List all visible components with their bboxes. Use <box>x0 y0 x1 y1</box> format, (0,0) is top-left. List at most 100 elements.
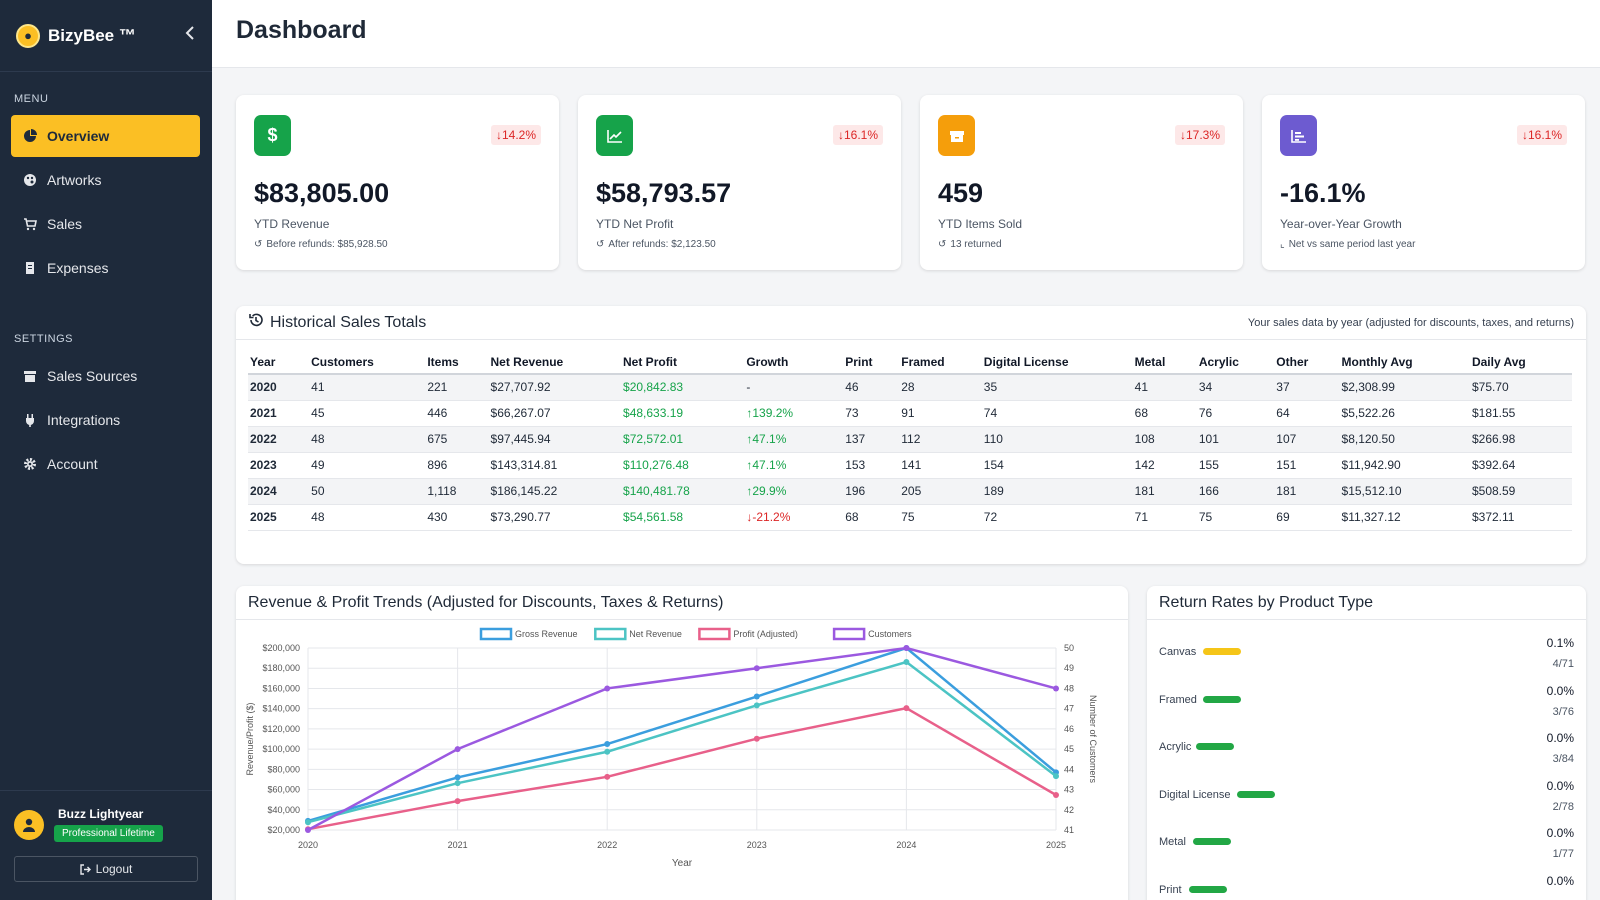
table-cell-print: 73 <box>843 400 900 427</box>
x-tick-label: 2023 <box>747 840 767 850</box>
y2-tick-label: 45 <box>1064 744 1074 754</box>
table-cell-monthly: $15,512.10 <box>1339 478 1470 505</box>
return-rate-bar <box>1203 695 1241 703</box>
data-point <box>454 780 461 787</box>
panel-title: Return Rates by Product Type <box>1159 593 1374 611</box>
y-tick-label: $40,000 <box>267 805 300 815</box>
panel-title: Historical Sales Totals <box>248 312 426 333</box>
data-point <box>305 819 311 826</box>
sidebar-item-artworks[interactable]: Artworks <box>11 159 200 201</box>
data-point <box>753 693 760 700</box>
table-cell-growth: ↑139.2% <box>744 400 844 427</box>
table-cell-other: 37 <box>1274 374 1340 401</box>
y2-tick-label: 46 <box>1064 724 1074 734</box>
sidebar-item-label: Account <box>47 456 98 472</box>
series-line-gross-revenue <box>307 646 1057 823</box>
kpi-card-yoy-growth: ↓16.1% -16.1% Year-over-Year Growth ⌞ Net… <box>1262 95 1585 270</box>
sidebar-item-sales-sources[interactable]: Sales Sources <box>11 355 200 397</box>
sidebar-item-account[interactable]: Account <box>11 443 200 485</box>
y2-axis-title: Number of Customers <box>1088 695 1098 784</box>
x-tick-label: 2020 <box>298 840 318 850</box>
return-rate-fraction: 2/78 <box>1552 800 1574 813</box>
logout-icon <box>79 863 91 875</box>
historical-sales-panel: Historical Sales Totals Your sales data … <box>236 306 1586 564</box>
data-point <box>903 705 910 712</box>
table-row: 2022 48 675 $97,445.94 $72,572.01 ↑47.1% 137 11… <box>248 426 1572 453</box>
plug-icon <box>23 413 37 427</box>
table-cell-net-revenue: $97,445.94 <box>488 426 622 453</box>
kpi-label: YTD Revenue <box>254 217 330 231</box>
table-cell-growth: ↑47.1% <box>744 426 844 453</box>
trend-badge: ↓16.1% <box>1516 125 1567 145</box>
kpi-label: YTD Items Sold <box>938 217 1023 231</box>
column-header: Year <box>248 350 310 375</box>
return-rate-percent: 0.1% <box>1546 636 1574 650</box>
sidebar-item-integrations[interactable]: Integrations <box>11 399 200 441</box>
return-rate-row: Metal 0.0% 1/77 <box>1159 818 1574 866</box>
sidebar-item-overview[interactable]: Overview <box>11 115 200 157</box>
table-cell-digital: 35 <box>981 374 1133 401</box>
table-cell-year: 2023 <box>248 452 310 479</box>
data-point <box>604 773 611 780</box>
trend-line-chart: $200,000 50 $180,000 49 $160,000 48 $140,000 47… <box>245 627 1098 869</box>
table-cell-print: 196 <box>843 478 900 505</box>
y-axis-title: Revenue/Profit ($) <box>245 702 255 775</box>
table-cell-monthly: $2,308.99 <box>1339 374 1470 401</box>
legend-label: Customers <box>868 629 912 639</box>
sidebar-item-sales[interactable]: Sales <box>11 203 200 245</box>
settings-section-label: SETTINGS <box>14 333 74 345</box>
sidebar-item-label: Integrations <box>47 412 121 428</box>
data-point <box>1053 773 1059 780</box>
arrow-up-icon: ↑ <box>746 484 753 498</box>
table-cell-net-profit: $140,481.78 <box>621 478 745 505</box>
table-cell-metal: 71 <box>1132 504 1197 531</box>
legend-label: Profit (Adjusted) <box>733 629 798 639</box>
column-header: Customers <box>309 350 426 375</box>
table-cell-other: 64 <box>1274 400 1340 427</box>
logout-button[interactable]: Logout <box>14 856 198 882</box>
y-tick-label: $140,000 <box>262 704 300 714</box>
column-header: Print <box>843 350 900 375</box>
y2-tick-label: 41 <box>1064 825 1074 835</box>
return-rate-percent: 0.0% <box>1546 683 1574 698</box>
table-cell-print: 46 <box>843 374 900 401</box>
arrow-up-icon: ↑ <box>746 406 753 420</box>
return-rate-row: Framed 0.0% 3/76 <box>1159 676 1574 724</box>
column-header: Digital License <box>981 350 1133 375</box>
data-point <box>604 741 611 748</box>
kpi-card-revenue: $ ↓14.2% $83,805.00 YTD Revenue ↺ Before … <box>236 95 559 270</box>
table-cell-customers: 45 <box>309 400 426 427</box>
return-rates-panel: Return Rates by Product Type Canvas 0.1% 4… <box>1147 586 1586 900</box>
dollar-icon: $ <box>254 115 291 156</box>
box-icon <box>938 115 975 156</box>
x-tick-label: 2024 <box>896 840 916 850</box>
series-line-profit-adjusted- <box>307 706 1057 831</box>
table-cell-acrylic: 75 <box>1196 504 1275 531</box>
table-cell-net-revenue: $73,290.77 <box>488 504 622 531</box>
sidebar-item-label: Overview <box>47 128 110 144</box>
app-name: BizyBee ™ <box>48 25 136 45</box>
table-cell-other: 69 <box>1274 504 1340 531</box>
table-cell-items: 446 <box>425 400 489 427</box>
table-cell-metal: 142 <box>1132 452 1197 479</box>
table-cell-acrylic: 76 <box>1196 400 1275 427</box>
sidebar-item-expenses[interactable]: Expenses <box>11 247 200 289</box>
y2-tick-label: 48 <box>1064 683 1074 693</box>
column-header: Framed <box>899 350 982 375</box>
table-cell-growth: ↑47.1% <box>744 452 844 479</box>
top-bar: Dashboard <box>212 0 1600 68</box>
column-header: Items <box>425 350 489 375</box>
arrow-down-icon: ↓ <box>746 510 753 524</box>
product-type-label: Canvas <box>1159 646 1197 658</box>
legend-swatch <box>594 627 627 641</box>
table-cell-items: 675 <box>425 426 489 453</box>
collapse-sidebar-icon[interactable] <box>184 24 196 47</box>
table-cell-net-revenue: $66,267.07 <box>488 400 622 427</box>
table-cell-net-profit: $110,276.48 <box>621 452 745 479</box>
kpi-value: $58,793.57 <box>596 178 732 208</box>
table-cell-framed: 75 <box>899 504 982 531</box>
table-cell-digital: 72 <box>981 504 1133 531</box>
receipt-icon <box>23 261 37 275</box>
kpi-value: -16.1% <box>1280 178 1366 208</box>
series-line-customers <box>307 646 1057 832</box>
